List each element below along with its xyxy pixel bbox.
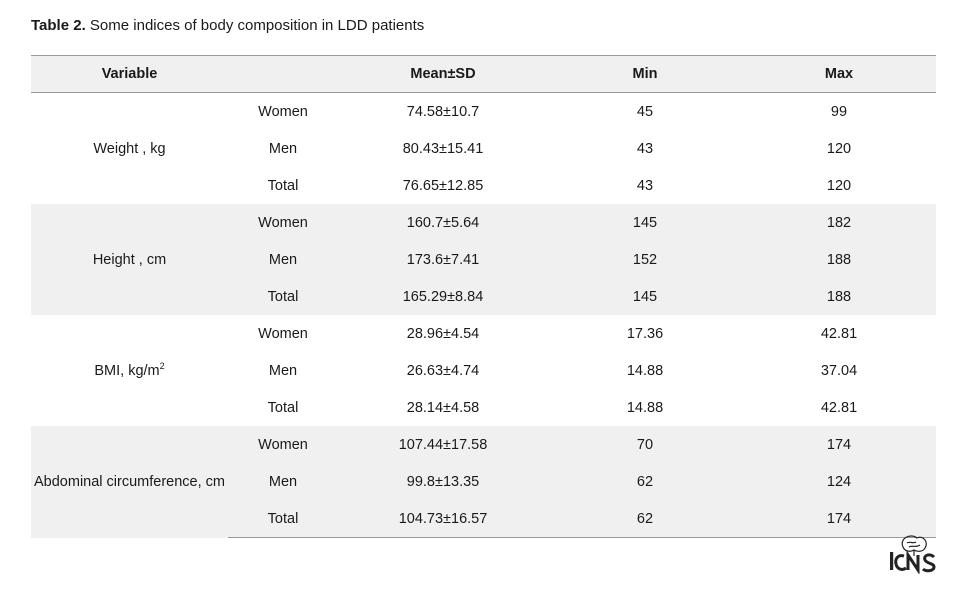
group-cell: Women bbox=[228, 204, 338, 241]
group-cell: Men bbox=[268, 140, 298, 157]
mean-sd-cell: 99.8±13.35 bbox=[338, 463, 548, 500]
min-cell: 14.88 bbox=[626, 399, 664, 416]
mean-sd-cell: 80.43±15.41 bbox=[402, 140, 484, 157]
max-cell: 120 bbox=[826, 177, 852, 194]
table-row: BMI, kg/m2 Women 28.96±4.54 17.36 42.81 bbox=[31, 315, 936, 379]
mean-sd-cell: 26.63±4.74 bbox=[406, 362, 480, 379]
max-cell: 174 bbox=[742, 500, 936, 538]
variable-cell: BMI, kg/m2 bbox=[31, 315, 228, 426]
variable-text: BMI, kg/m bbox=[94, 362, 160, 379]
mean-sd-cell: 160.7±5.64 bbox=[338, 204, 548, 241]
caption-label: Table 2. bbox=[31, 17, 86, 34]
min-cell: 145 bbox=[548, 204, 742, 241]
max-cell: 120 bbox=[826, 140, 852, 157]
min-cell: 62 bbox=[548, 463, 742, 500]
mean-sd-cell: 28.96±4.54 bbox=[406, 325, 480, 342]
group-cell: Total bbox=[267, 177, 299, 194]
table-row: Men 80.43±15.41 43 120 bbox=[31, 130, 936, 167]
table-row: Total 104.73±16.57 62 174 bbox=[31, 500, 936, 538]
group-cell: Men bbox=[228, 463, 338, 500]
mean-sd-cell: 74.58±10.7 bbox=[406, 103, 480, 120]
table-row: Total 76.65±12.85 43 120 bbox=[31, 167, 936, 204]
mean-sd-cell: 107.44±17.58 bbox=[338, 426, 548, 463]
max-cell: 174 bbox=[742, 426, 936, 463]
max-cell: 188 bbox=[742, 241, 936, 278]
min-cell: 70 bbox=[548, 426, 742, 463]
table-row: Total 165.29±8.84 145 188 bbox=[31, 278, 936, 315]
max-cell: 42.81 bbox=[820, 325, 858, 342]
group-cell: Total bbox=[228, 278, 338, 315]
mean-sd-cell: 165.29±8.84 bbox=[338, 278, 548, 315]
group-cell: Women bbox=[258, 325, 308, 342]
variable-cell: Abdominal circumference, cm bbox=[31, 426, 228, 538]
table-row: Height , cm Women 160.7±5.64 145 182 bbox=[31, 204, 936, 315]
variable-cell: Height , cm bbox=[31, 204, 228, 315]
mean-sd-cell: 173.6±7.41 bbox=[338, 241, 548, 278]
table-row: Weight , kg Women 74.58±10.7 45 99 bbox=[31, 93, 936, 157]
max-cell: 124 bbox=[742, 463, 936, 500]
table-row: Men 173.6±7.41 152 188 bbox=[31, 241, 936, 278]
mean-sd-cell: 76.65±12.85 bbox=[402, 177, 484, 194]
min-cell: 14.88 bbox=[626, 362, 664, 379]
header-mean-sd: Mean±SD bbox=[338, 55, 548, 93]
min-cell: 43 bbox=[636, 177, 654, 194]
group-cell: Total bbox=[228, 500, 338, 538]
group-cell: Women bbox=[228, 426, 338, 463]
header-group bbox=[228, 55, 338, 93]
group-cell: Men bbox=[268, 362, 298, 379]
brain-logo-icon bbox=[890, 535, 936, 574]
max-cell: 188 bbox=[742, 278, 936, 315]
header-max: Max bbox=[742, 55, 936, 93]
variable-superscript: 2 bbox=[159, 360, 165, 371]
table-row: Total 28.14±4.58 14.88 42.81 bbox=[31, 389, 936, 426]
max-cell: 37.04 bbox=[820, 362, 858, 379]
table-header-row: Variable Mean±SD Min Max bbox=[31, 55, 936, 93]
min-cell: 45 bbox=[636, 103, 654, 120]
table-row: Men 99.8±13.35 62 124 bbox=[31, 463, 936, 500]
variable-cell: Weight , kg bbox=[93, 140, 166, 157]
mean-sd-cell: 104.73±16.57 bbox=[338, 500, 548, 538]
body-composition-table: Variable Mean±SD Min Max Weight , kg Wom… bbox=[31, 55, 936, 538]
group-cell: Men bbox=[228, 241, 338, 278]
min-cell: 152 bbox=[548, 241, 742, 278]
caption-text: Some indices of body composition in LDD … bbox=[85, 17, 425, 34]
table-row: Men 26.63±4.74 14.88 37.04 bbox=[31, 352, 936, 389]
min-cell: 17.36 bbox=[626, 325, 664, 342]
max-cell: 42.81 bbox=[820, 399, 858, 416]
min-cell: 145 bbox=[548, 278, 742, 315]
max-cell: 182 bbox=[742, 204, 936, 241]
min-cell: 43 bbox=[636, 140, 654, 157]
header-min: Min bbox=[548, 55, 742, 93]
min-cell: 62 bbox=[548, 500, 742, 538]
table-row: Abdominal circumference, cm Women 107.44… bbox=[31, 426, 936, 538]
group-cell: Total bbox=[267, 399, 299, 416]
table-caption: Table 2. Some indices of body compositio… bbox=[31, 16, 424, 36]
header-variable: Variable bbox=[31, 55, 228, 93]
mean-sd-cell: 28.14±4.58 bbox=[406, 399, 480, 416]
group-cell: Women bbox=[258, 103, 308, 120]
max-cell: 99 bbox=[830, 103, 848, 120]
